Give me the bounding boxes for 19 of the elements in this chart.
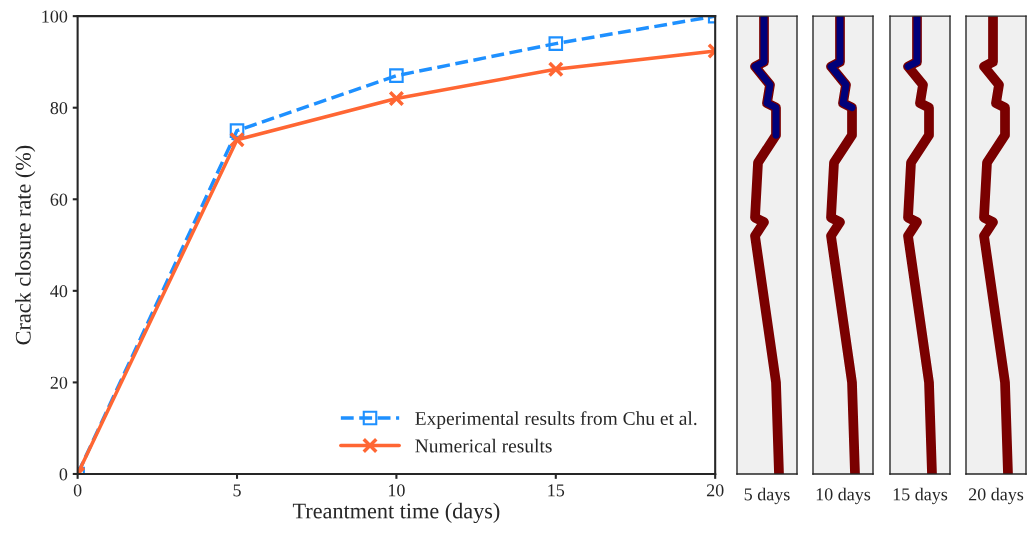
x-tick-label: 15 <box>548 484 565 497</box>
legend-label: Experimental results from Chu et al. <box>415 411 697 429</box>
legend-label: Numerical results <box>415 438 552 453</box>
x-tick-label: 10 <box>388 484 405 497</box>
text: 15 days <box>893 487 948 505</box>
text: 10 days <box>816 487 871 505</box>
y-tick-label: 100 <box>42 10 68 23</box>
x-tick-label: 0 <box>73 484 82 497</box>
text: 20 days <box>968 487 1024 505</box>
y-tick-label: 80 <box>50 101 68 115</box>
y-tick-label: 60 <box>50 193 68 206</box>
y-tick-label: 40 <box>50 285 68 298</box>
x-tick-label: 20 <box>706 484 724 497</box>
y-tick-label: 0 <box>59 468 68 481</box>
y-tick-label: 20 <box>50 376 68 389</box>
text: 5 days <box>744 487 790 505</box>
y-axis-title: Crack closure rate (%) <box>15 145 36 345</box>
x-tick-label: 5 <box>233 484 241 497</box>
x-axis-title: Treantment time (days) <box>292 502 500 524</box>
